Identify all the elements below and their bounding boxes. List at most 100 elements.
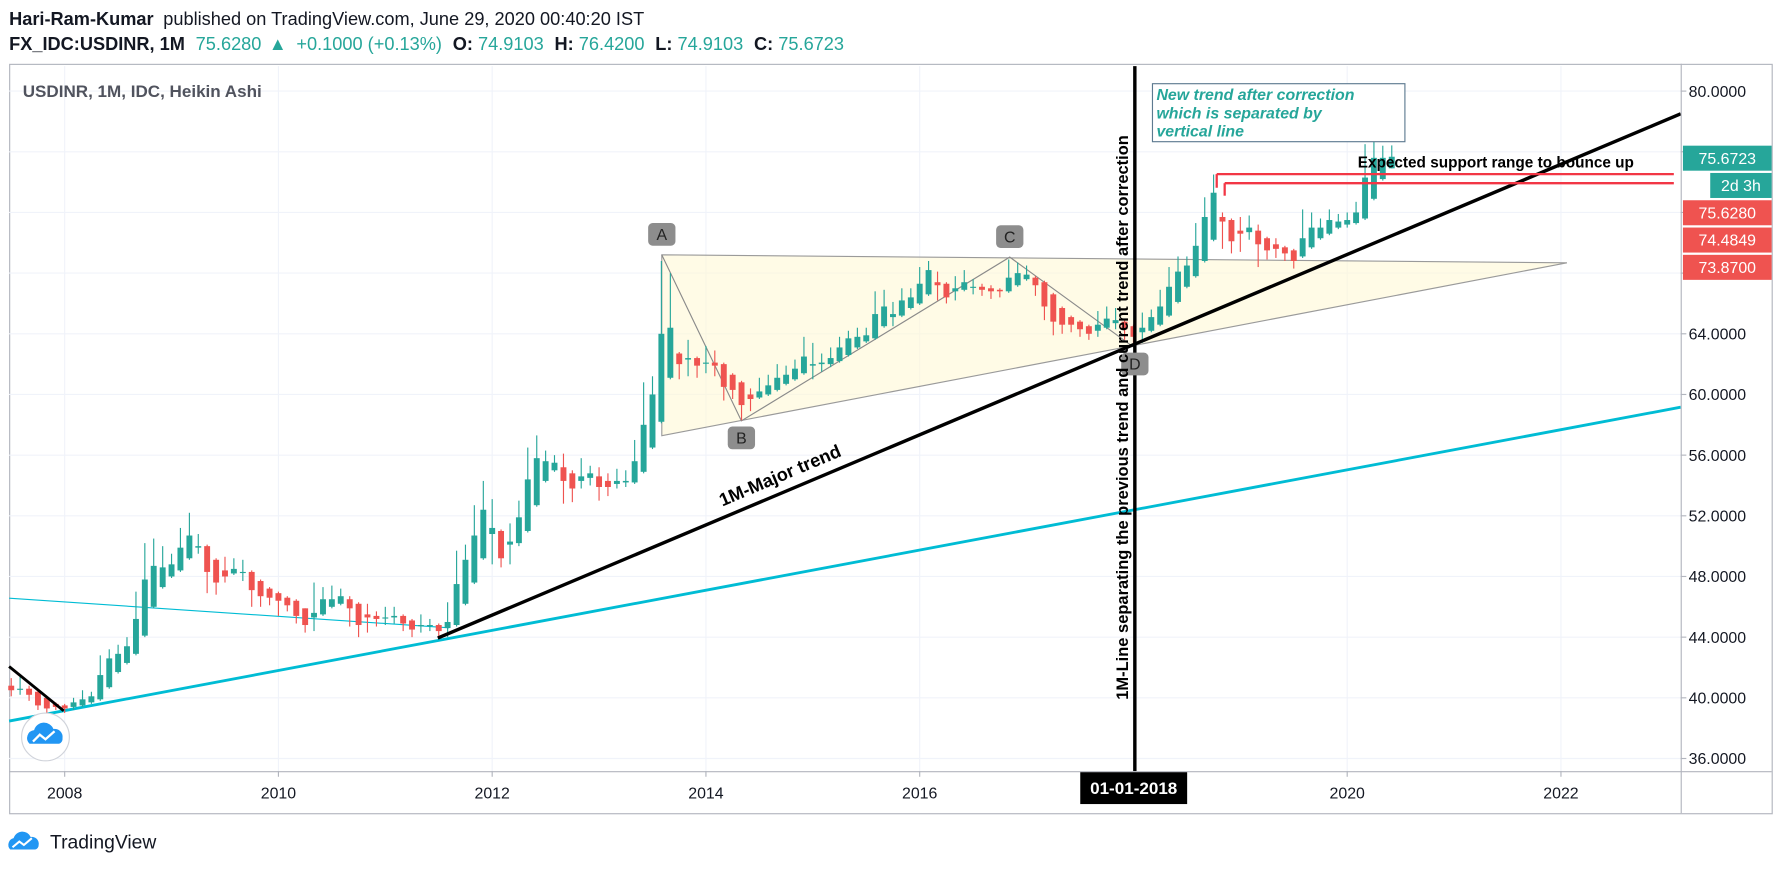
candle-body (542, 461, 549, 481)
price-tag-label: 75.6280 (1699, 205, 1757, 222)
x-tick-label: 2022 (1543, 785, 1579, 802)
candle-body (1139, 327, 1146, 333)
candle-body (1112, 320, 1119, 324)
candle-body (738, 382, 745, 406)
x-tick-label: 2014 (688, 785, 724, 802)
candle-body (533, 458, 540, 506)
candle-body (613, 480, 620, 484)
candle-body (1041, 282, 1048, 307)
y-tick-label: 48.0000 (1689, 569, 1747, 586)
ohlc-label: L: (655, 34, 672, 54)
y-tick-label: 56.0000 (1689, 448, 1747, 465)
candle-body (1103, 318, 1110, 328)
candle-body (382, 617, 389, 619)
candle-body (417, 625, 424, 627)
candle-body (444, 621, 451, 629)
candle-body (809, 364, 816, 366)
candle-body (124, 646, 130, 663)
candle-body (1370, 157, 1377, 199)
candle-body (872, 314, 879, 339)
author: Hari-Ram-Kumar (9, 9, 154, 29)
candle-body (1059, 308, 1066, 325)
chart-frame (9, 63, 1773, 815)
candle-body (1237, 230, 1244, 234)
candle-body (88, 696, 95, 703)
candle-body (453, 584, 460, 626)
candle-body (800, 356, 807, 374)
change: +0.1000 (+0.13%) (296, 34, 442, 54)
candle-body (898, 300, 905, 316)
x-tick-label: 2012 (474, 785, 510, 802)
candle-body (248, 571, 255, 591)
major-trend-line (437, 112, 1682, 640)
candle-body (266, 588, 273, 598)
footer-logo (11, 837, 33, 849)
candle-body (774, 377, 781, 390)
axes: 80.0000 64.0000 60.0000 56.0000 52.0000 48.00… (47, 84, 1772, 802)
candle-body (222, 570, 228, 577)
candle-body (1264, 238, 1271, 251)
candle-body (685, 358, 692, 360)
price-tag (1682, 200, 1772, 226)
thin-trend-line (9, 597, 450, 629)
candle-body (1050, 294, 1057, 322)
point-box (648, 222, 676, 246)
candle-body (1023, 274, 1030, 280)
candle-body (462, 559, 469, 604)
candle-body (1201, 216, 1208, 261)
candle-body (676, 353, 683, 365)
y-tick-label: 36.0000 (1689, 751, 1747, 768)
footer-brand: TradingView (50, 832, 156, 853)
candle-body (845, 338, 852, 356)
candle-body (756, 391, 763, 398)
note-line: vertical line (1156, 124, 1244, 141)
candle-body (1281, 247, 1288, 254)
candle-body (961, 282, 968, 290)
ohlc-value: 75.6723 (778, 34, 844, 54)
candle-body (1228, 220, 1235, 242)
candle-body (515, 517, 522, 544)
candle-body (239, 571, 246, 574)
candle-body (159, 567, 166, 588)
candle-body (596, 476, 603, 487)
candle-body (649, 394, 656, 448)
change-arrow: ▲ (269, 34, 287, 54)
candle-body (311, 612, 317, 618)
candle-body (106, 658, 113, 688)
candle-body (729, 374, 736, 390)
candle-body (337, 596, 344, 604)
candle-body (622, 480, 629, 483)
candle-body (578, 476, 585, 481)
candle-body (1094, 324, 1101, 331)
price-tag (1682, 254, 1772, 280)
candle-body (168, 564, 175, 577)
candle-body (435, 625, 442, 632)
vertical-note: 1M-Line separating the previous trend an… (1114, 135, 1132, 700)
candle-body (195, 546, 202, 548)
candle-body (1255, 230, 1262, 245)
candle-body (1085, 326, 1092, 334)
candle-body (792, 368, 798, 380)
symbol-line: FX_IDC:USDINR, 1M 75.6280 ▲ +0.1000 (+0.… (9, 34, 844, 54)
ohlc-value: 74.9103 (678, 34, 744, 54)
candle-body (471, 535, 478, 583)
candle-body (186, 535, 193, 559)
y-tick-label: 44.0000 (1689, 630, 1747, 647)
price-tag (1710, 172, 1772, 198)
candle-body (34, 691, 41, 706)
candle-body (996, 289, 1003, 292)
price-tag (1682, 227, 1772, 253)
candle-body (863, 335, 870, 342)
candle-body (1210, 192, 1217, 240)
y-tick-label: 80.0000 (1689, 84, 1747, 101)
candle-body (275, 593, 282, 601)
crosshair-date: 01-01-2018 (1090, 779, 1177, 798)
candle-body (1344, 220, 1351, 225)
candle-body (907, 297, 914, 309)
candle-body (1014, 273, 1021, 286)
candle-body (604, 480, 611, 487)
symbol: FX_IDC:USDINR, 1M (9, 34, 185, 54)
candle-body (827, 358, 834, 365)
candle-body (1317, 227, 1324, 239)
published: published on TradingView.com, June 29, 2… (163, 9, 644, 29)
